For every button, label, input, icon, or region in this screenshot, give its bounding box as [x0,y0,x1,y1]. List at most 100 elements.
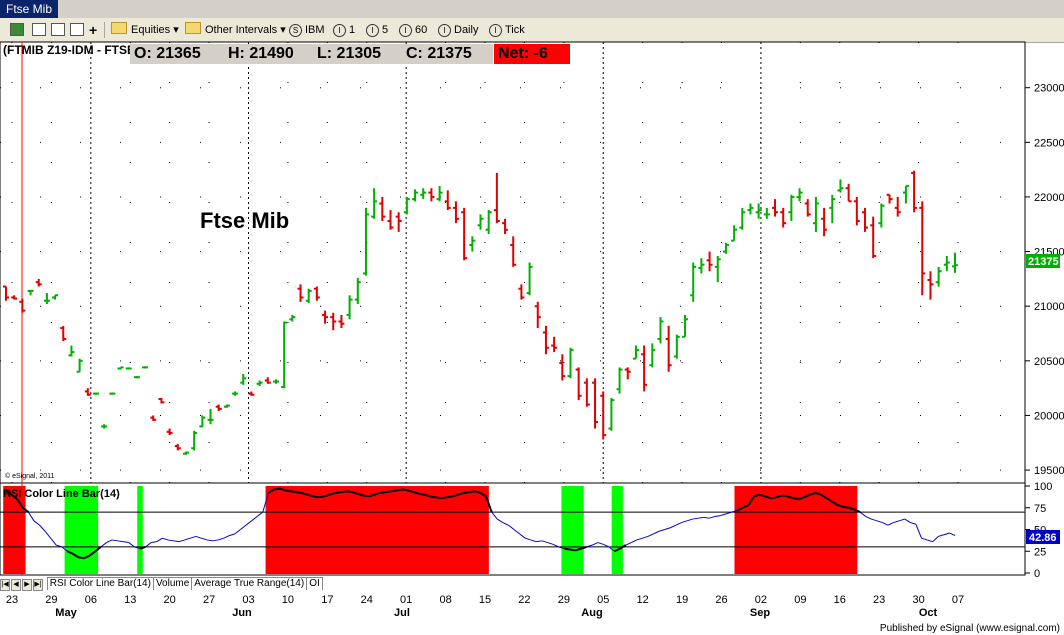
rsi-segment [184,537,191,541]
rsi-segment [725,511,732,515]
other-intervals-button[interactable]: Other Intervals ▾ [185,21,286,39]
oversold-band [137,486,143,574]
rsi-segment [614,547,621,553]
rsi-segment [217,537,224,541]
rsi-segment [759,493,766,498]
prev-tab-icon[interactable]: ◀ [11,579,21,591]
rsi-segment [608,546,615,552]
rsi-segment [837,504,844,508]
plus-icon[interactable]: + [89,22,98,38]
rsi-tick-label: 0 [1034,568,1040,580]
price-bar [412,189,419,202]
price-bar [223,404,230,408]
rsi-segment [736,506,744,512]
rsi-segment [201,537,208,541]
price-bar [510,236,517,267]
price-bar [804,199,811,217]
rsi-segment [267,488,275,494]
rsi-tick-label: 25 [1034,546,1046,558]
rsi-segment [932,536,939,543]
date-tick-label: 23 [6,594,18,606]
next-tab-icon[interactable]: ▶ [22,579,32,591]
price-bar [395,212,402,232]
rsi-segment [586,544,593,548]
price-bar [477,214,484,230]
rsi-segment [162,537,169,541]
price-bar [379,196,386,221]
price-bar [27,289,34,296]
price-bars [3,170,958,455]
rsi-segment [558,546,565,550]
last-tab-icon[interactable]: ▶| [33,579,43,591]
price-bar [600,391,607,440]
rsi-segment [815,492,822,496]
month-label: Sep [750,607,770,619]
page-icon[interactable] [51,23,65,36]
rsi-segment [575,547,582,552]
date-tick-label: 29 [45,594,57,606]
rsi-segment [296,491,303,494]
rsi-segment [318,495,325,499]
equities-button[interactable]: Equities ▾ [111,21,179,39]
rsi-segment [636,537,643,541]
rsi-segment [100,542,107,548]
rsi-segment [664,527,671,530]
interval-60-button[interactable]: I 60 [399,21,427,39]
rsi-segment [485,496,493,513]
rsi-segment [692,517,699,520]
price-bar [821,207,828,237]
rsi-segment [128,542,135,548]
toolbar-separator [104,22,105,38]
rsi-segment [569,548,576,552]
tab-oi[interactable]: OI [306,577,323,590]
rsi-segment [72,553,80,559]
interval-icon: I [489,24,502,37]
price-bar [158,397,165,404]
price-bar [3,285,9,301]
rsi-segment [731,509,738,513]
price-bar [461,207,468,261]
tick-button[interactable]: I Tick [489,21,525,39]
rsi-segment [407,489,414,494]
tab-atr[interactable]: Average True Range(14) [191,577,308,590]
date-tick-label: 24 [361,594,373,606]
rsi-segment [446,495,453,499]
rsi-segment [809,492,816,496]
date-tick-label: 27 [203,594,215,606]
price-bar [952,252,958,273]
rsi-segment [479,492,487,498]
price-bar [117,366,124,370]
overbought-band [3,486,26,574]
daily-button[interactable]: I Daily [438,21,478,39]
chart-icon[interactable] [32,23,46,36]
price-tick-label: 20500 [1034,356,1064,368]
rsi-segment [329,492,336,496]
rsi-segment [33,520,40,526]
rsi-segment [792,497,799,501]
copy-icon[interactable] [70,23,84,36]
price-bar [796,188,803,202]
rsi-segment [519,533,526,539]
price-bar [616,367,623,394]
rsi-segment [16,498,24,509]
tick-label: Tick [505,24,525,36]
price-bar [493,172,500,224]
price-bar [428,188,435,202]
rsi-segment [240,524,247,530]
date-tick-label: 30 [912,594,924,606]
folder-icon [111,22,127,34]
month-label: Jun [232,607,252,619]
rsi-segment [686,518,693,522]
tab-rsi[interactable]: RSI Color Line Bar(14) [46,577,154,590]
first-tab-icon[interactable]: |◀ [0,579,10,591]
tab-volume[interactable]: Volume [152,577,193,590]
rsi-segment [831,500,839,506]
rsi-segment [747,495,755,506]
rsi-segment [234,529,241,535]
rsi-segment [385,490,392,494]
symbol-button[interactable]: S IBM [289,21,325,39]
layout-icon[interactable] [10,23,24,36]
